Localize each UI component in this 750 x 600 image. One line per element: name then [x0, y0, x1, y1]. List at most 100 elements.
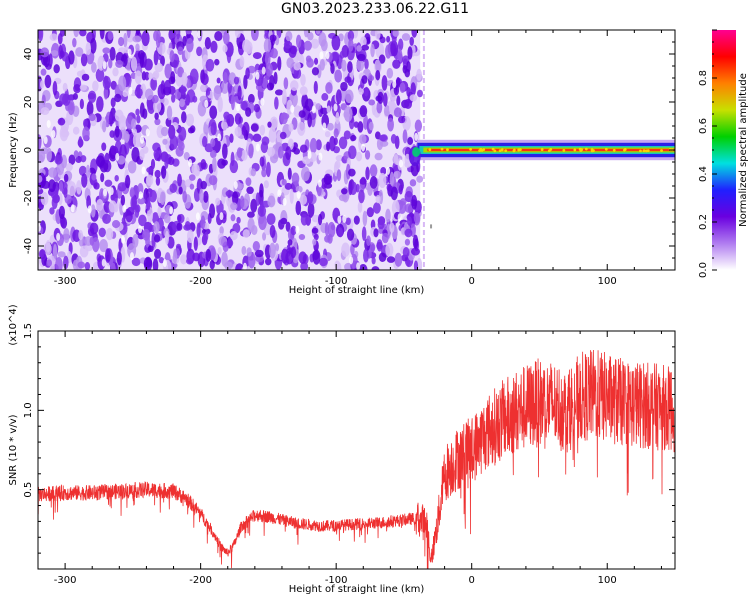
- noise-cell: [319, 58, 325, 71]
- noise-cell: [209, 203, 216, 219]
- noise-cell: [73, 30, 80, 38]
- noise-cell: [362, 210, 368, 227]
- noise-cell: [376, 101, 383, 114]
- noise-cell: [102, 75, 112, 90]
- noise-cell: [270, 48, 278, 59]
- noise-gap: [318, 179, 323, 188]
- noise-cell: [221, 159, 228, 166]
- noise-cell: [189, 125, 196, 133]
- noise-cell: [386, 35, 391, 43]
- noise-cell: [242, 39, 251, 53]
- noise-cell: [44, 74, 52, 89]
- noise-cell: [215, 197, 221, 206]
- noise-cell: [118, 115, 127, 130]
- noise-cell: [43, 242, 52, 256]
- noise-cell: [347, 61, 353, 73]
- noise-cell: [125, 174, 131, 189]
- noise-cell: [376, 239, 383, 252]
- noise-cell: [290, 225, 297, 236]
- noise-cell: [155, 33, 161, 48]
- noise-cell: [356, 59, 365, 72]
- noise-cell: [237, 183, 245, 190]
- noise-cell: [101, 142, 107, 151]
- noise-cell: [390, 186, 398, 201]
- noise-cell: [65, 163, 73, 172]
- noise-cell: [123, 130, 130, 144]
- noise-cell: [404, 98, 413, 109]
- noise-cell: [375, 69, 381, 81]
- noise-cell: [347, 30, 355, 41]
- boundary-stripe: [422, 126, 425, 131]
- noise-cell: [313, 57, 319, 65]
- noise-cell: [366, 235, 371, 247]
- noise-cell: [82, 126, 90, 142]
- noise-cell: [210, 138, 216, 148]
- noise-cell: [204, 36, 211, 50]
- noise-cell: [116, 251, 122, 266]
- noise-cell: [59, 125, 69, 142]
- noise-cell: [247, 93, 255, 104]
- noise-cell: [134, 87, 143, 98]
- noise-cell: [361, 75, 368, 84]
- noise-cell: [167, 156, 175, 166]
- signal-speck: [518, 148, 522, 152]
- noise-cell: [338, 136, 348, 150]
- noise-cell: [78, 165, 87, 177]
- noise-cell: [246, 247, 252, 257]
- noise-cell: [102, 47, 111, 54]
- noise-cell: [398, 38, 404, 51]
- noise-cell: [126, 30, 131, 39]
- boundary-stripe: [422, 94, 425, 99]
- noise-cell: [76, 70, 84, 77]
- noise-cell: [327, 122, 334, 131]
- noise-cell: [176, 222, 183, 231]
- noise-cell: [109, 130, 115, 138]
- noise-cell: [147, 245, 154, 253]
- noise-gap: [349, 256, 354, 265]
- noise-cell: [236, 216, 241, 224]
- noise-cell: [299, 144, 308, 153]
- noise-cell: [303, 40, 312, 51]
- noise-gap: [109, 187, 114, 196]
- noise-cell: [375, 195, 381, 204]
- noise-cell: [154, 62, 164, 73]
- noise-cell: [266, 146, 276, 157]
- noise-gap: [129, 252, 134, 261]
- noise-cell: [409, 179, 417, 187]
- noise-cell: [240, 100, 248, 111]
- noise-cell: [200, 158, 207, 170]
- noise-cell: [263, 38, 272, 54]
- noise-cell: [311, 214, 320, 223]
- signal-speck: [660, 149, 663, 152]
- noise-cell: [254, 249, 264, 258]
- colorbar-tick-label: 0.6: [698, 118, 709, 134]
- boundary-stripe: [422, 222, 425, 227]
- noise-cell: [369, 164, 378, 178]
- noise-cell: [216, 77, 221, 84]
- noise-cell: [200, 215, 206, 230]
- noise-cell: [241, 125, 247, 136]
- noise-cell: [413, 212, 420, 224]
- noise-cell: [177, 214, 182, 223]
- noise-cell: [95, 198, 104, 212]
- noise-cell: [259, 124, 266, 136]
- noise-cell: [288, 45, 297, 58]
- noise-cell: [141, 30, 150, 47]
- noise-cell: [84, 262, 91, 270]
- noise-cell: [79, 245, 89, 258]
- noise-cell: [288, 123, 294, 132]
- noise-cell: [407, 137, 414, 145]
- y-tick-label: 40: [23, 48, 34, 61]
- noise-cell: [357, 53, 366, 62]
- noise-cell: [164, 63, 172, 79]
- noise-cell: [266, 82, 274, 91]
- noise-cell: [230, 202, 238, 211]
- noise-cell: [217, 96, 223, 113]
- noise-cell: [245, 177, 252, 186]
- noise-cell: [104, 152, 110, 164]
- noise-cell: [239, 195, 245, 209]
- y-tick-label: 0.5: [23, 482, 34, 498]
- signal-speck: [573, 148, 577, 152]
- noise-cell: [364, 58, 369, 70]
